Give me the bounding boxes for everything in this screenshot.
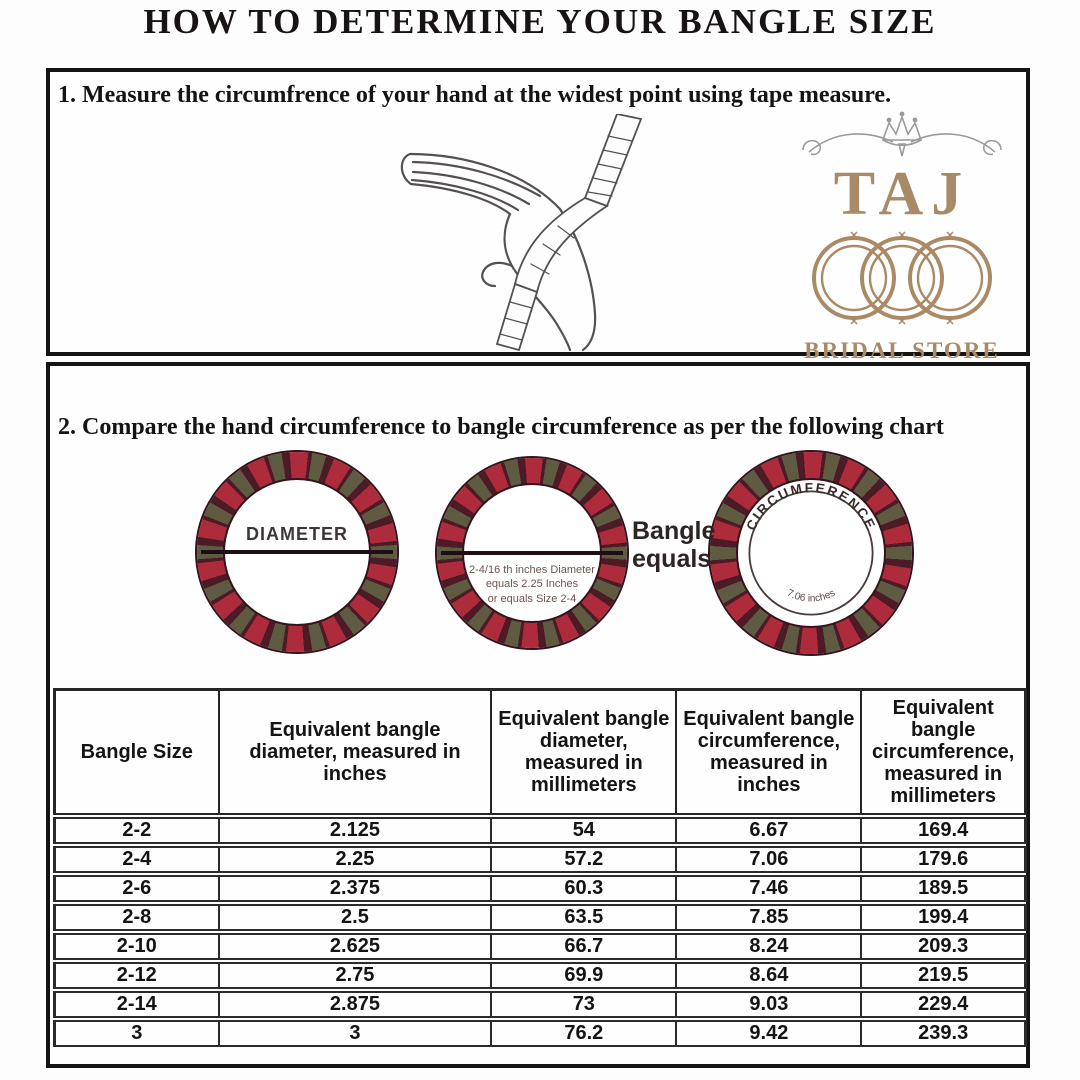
cell-diameter-inches: 2.75 [218, 962, 492, 989]
cell-circumference-inches: 6.67 [676, 817, 862, 844]
header-circumference-mm: Equivalent bangle circumference, measure… [861, 688, 1027, 815]
header-bangle-size: Bangle Size [53, 688, 219, 815]
equals-line-1: Bangle [632, 517, 716, 545]
svg-text:7.06 inches: 7.06 inches [785, 588, 837, 605]
circumference-annotation: CIRCUMFERENCE 7.06 inches [743, 480, 878, 616]
cell-diameter-inches: 2.375 [218, 875, 492, 902]
cell-diameter-inches: 2.625 [218, 933, 492, 960]
cell-circumference-mm: 199.4 [861, 904, 1027, 931]
header-circumference-inches: Equivalent bangle circumference, measure… [676, 688, 862, 815]
taj-logo: TAJ BRIDAL STORE [792, 110, 1012, 364]
cell-diameter-inches: 2.875 [218, 991, 492, 1018]
cell-circumference-mm: 209.3 [861, 933, 1027, 960]
cell-bangle-size: 2-8 [53, 904, 219, 931]
table-row: 3 3 76.2 9.42 239.3 [53, 1020, 1027, 1047]
table-row: 2-12 2.75 69.9 8.64 219.5 [53, 962, 1027, 989]
note-line-2: equals 2.25 Inches [485, 578, 579, 591]
cell-diameter-inches: 2.25 [218, 846, 492, 873]
cell-circumference-inches: 8.24 [676, 933, 862, 960]
cell-bangle-size: 2-4 [53, 846, 219, 873]
cell-diameter-mm: 54 [491, 817, 677, 844]
cell-diameter-mm: 57.2 [491, 846, 677, 873]
cell-bangle-size: 2-12 [53, 962, 219, 989]
cell-diameter-inches: 2.125 [218, 817, 492, 844]
header-diameter-mm: Equivalent bangle diameter, measured in … [491, 688, 677, 815]
bangle-example-diagram: 2-4/16 th inches Diameter equals 2.25 In… [437, 458, 627, 648]
cell-bangle-size: 3 [53, 1020, 219, 1047]
cell-diameter-mm: 69.9 [491, 962, 677, 989]
logo-flourish-icon [802, 111, 1002, 157]
table-body: 2-2 2.125 54 6.67 169.4 2-4 2.25 57.2 7.… [53, 817, 1027, 1047]
step1-text: 1. Measure the circumfrence of your hand… [58, 82, 892, 108]
logo-subtitle: BRIDAL STORE [804, 337, 1000, 363]
cell-circumference-mm: 229.4 [861, 991, 1027, 1018]
logo-rings-icon [812, 231, 992, 325]
cell-circumference-mm: 169.4 [861, 817, 1027, 844]
bangle-equals-label: Bangle equals [632, 517, 716, 573]
cell-circumference-inches: 9.03 [676, 991, 862, 1018]
bangle-diameter-diagram: DIAMETER [197, 452, 397, 652]
step1-section: 1. Measure the circumfrence of your hand… [46, 68, 1030, 363]
cell-circumference-inches: 7.46 [676, 875, 862, 902]
cell-bangle-size: 2-2 [53, 817, 219, 844]
circumference-value: 7.06 inches [785, 588, 837, 605]
diameter-line [201, 550, 393, 554]
table-row: 2-6 2.375 60.3 7.46 189.5 [53, 875, 1027, 902]
bangle-circumference-diagram: CIRCUMFERENCE 7.06 inches [710, 452, 912, 654]
cell-circumference-inches: 9.42 [676, 1020, 862, 1047]
cell-circumference-mm: 219.5 [861, 962, 1027, 989]
cell-diameter-mm: 76.2 [491, 1020, 677, 1047]
cell-bangle-size: 2-10 [53, 933, 219, 960]
cell-circumference-mm: 179.6 [861, 846, 1027, 873]
diameter-line [440, 551, 624, 555]
size-chart-table: Bangle Size Equivalent bangle diameter, … [53, 686, 1027, 1049]
cell-circumference-mm: 239.3 [861, 1020, 1027, 1047]
cell-diameter-mm: 63.5 [491, 904, 677, 931]
diameter-label: DIAMETER [246, 524, 348, 544]
table-row: 2-2 2.125 54 6.67 169.4 [53, 817, 1027, 844]
equals-line-2: equals [632, 544, 712, 573]
table-row: 2-8 2.5 63.5 7.85 199.4 [53, 904, 1027, 931]
svg-text:CIRCUMFERENCE: CIRCUMFERENCE [743, 480, 878, 532]
step2-section: 2. Compare the hand circumference to ban… [46, 362, 1030, 1068]
table-row: 2-4 2.25 57.2 7.06 179.6 [53, 846, 1027, 873]
note-line-1: 2-4/16 th inches Diameter [469, 564, 595, 576]
cell-diameter-inches: 2.5 [218, 904, 492, 931]
cell-bangle-size: 2-6 [53, 875, 219, 902]
cell-bangle-size: 2-14 [53, 991, 219, 1018]
cell-diameter-inches: 3 [218, 1020, 492, 1047]
cell-diameter-mm: 66.7 [491, 933, 677, 960]
header-diameter-inches: Equivalent bangle diameter, measured in … [218, 688, 492, 815]
bangle-example-note: 2-4/16 th inches Diameter equals 2.25 In… [456, 563, 608, 606]
hand-measure-illustration [350, 112, 710, 354]
logo-name: TAJ [833, 160, 971, 228]
page-title: HOW TO DETERMINE YOUR BANGLE SIZE [143, 2, 937, 41]
step2-text: 2. Compare the hand circumference to ban… [58, 414, 944, 440]
table-row: 2-10 2.625 66.7 8.24 209.3 [53, 933, 1027, 960]
cell-circumference-inches: 8.64 [676, 962, 862, 989]
cell-diameter-mm: 60.3 [491, 875, 677, 902]
circumference-label: CIRCUMFERENCE [743, 480, 876, 532]
table-header: Bangle Size Equivalent bangle diameter, … [53, 688, 1027, 815]
cell-circumference-inches: 7.06 [676, 846, 862, 873]
hand-tape-icon [400, 112, 643, 352]
cell-diameter-mm: 73 [491, 991, 677, 1018]
table-row: 2-14 2.875 73 9.03 229.4 [53, 991, 1027, 1018]
note-line-3: or equals Size 2-4 [487, 592, 577, 605]
cell-circumference-inches: 7.85 [676, 904, 862, 931]
cell-circumference-mm: 189.5 [861, 875, 1027, 902]
